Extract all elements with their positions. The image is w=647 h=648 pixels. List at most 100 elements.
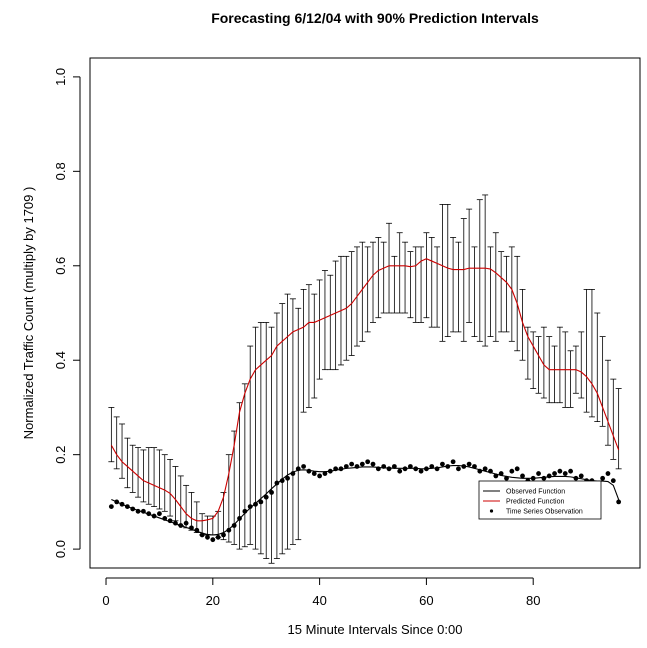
observation-point <box>477 468 483 474</box>
interval-bar <box>386 222 393 314</box>
interval-bar <box>220 492 227 541</box>
interval-bar <box>375 237 382 319</box>
interval-bar <box>364 246 371 333</box>
observation-point <box>354 464 360 469</box>
observation-point <box>413 466 419 472</box>
observation-point <box>173 520 178 526</box>
interval-bar <box>615 388 622 470</box>
interval-bar <box>268 326 275 564</box>
observation-point <box>237 516 242 521</box>
legend-entry: Observed Function <box>483 489 565 496</box>
observation-point <box>322 471 328 476</box>
x-tick-label: 0 <box>102 593 109 608</box>
observation-point <box>562 471 568 476</box>
observation-point <box>119 501 125 507</box>
interval-bar <box>279 303 286 555</box>
observation-point <box>493 473 499 479</box>
x-tick-label: 20 <box>206 593 220 608</box>
observation-point <box>514 466 520 472</box>
observation-point <box>135 508 141 514</box>
interval-bar <box>498 251 505 333</box>
observation-point <box>600 475 606 481</box>
observation-point <box>573 475 579 481</box>
interval-bar <box>492 232 499 342</box>
observation-point <box>231 523 237 528</box>
interval-bar <box>583 288 590 413</box>
observation-point <box>359 461 365 467</box>
observation-point <box>189 525 194 531</box>
observation-point <box>450 459 456 465</box>
interval-bar <box>161 454 168 512</box>
interval-bar <box>300 288 307 413</box>
interval-bar <box>188 492 195 531</box>
interval-bar <box>444 203 451 338</box>
observation-point <box>162 516 168 521</box>
observation-point <box>253 501 258 507</box>
interval-bar <box>556 326 563 404</box>
observation-point <box>381 464 387 469</box>
interval-bar <box>316 279 323 380</box>
observation-point <box>108 504 114 510</box>
observation-point <box>124 504 130 510</box>
observation-point <box>605 471 611 476</box>
observation-point <box>242 508 248 514</box>
observation-point <box>226 527 232 533</box>
observation-point <box>157 511 162 517</box>
interval-bar <box>284 293 291 550</box>
interval-bar <box>391 255 398 314</box>
observation-point <box>578 473 584 479</box>
x-tick-label: 60 <box>419 593 433 608</box>
x-axis-label: 15 Minute Intervals Since 0:00 <box>288 622 463 637</box>
observation-point <box>407 464 413 469</box>
interval-bar <box>535 336 542 394</box>
interval-bar <box>156 449 163 510</box>
prediction-intervals <box>108 194 622 564</box>
interval-bar <box>455 241 462 333</box>
legend-box <box>478 480 602 520</box>
interval-bar <box>540 326 547 399</box>
interval-bar <box>476 199 483 342</box>
observation-point <box>391 464 397 469</box>
interval-bar <box>460 218 467 342</box>
plot-frame <box>89 57 641 569</box>
observation-point <box>205 534 210 540</box>
observation-point <box>434 466 440 472</box>
interval-bar <box>412 246 419 323</box>
observation-point <box>456 466 461 472</box>
observation-point <box>333 466 339 472</box>
interval-bar <box>407 251 414 319</box>
legend-label: Time Series Observation <box>506 509 583 516</box>
interval-bar <box>439 203 446 342</box>
legend-label: Predicted Function <box>506 499 564 506</box>
interval-bar <box>305 284 312 408</box>
observation-point <box>194 527 200 533</box>
observation-point <box>247 504 253 510</box>
observation-point <box>536 471 541 476</box>
x-tick-label: 40 <box>312 593 326 608</box>
interval-bar <box>428 237 435 328</box>
interval-bar <box>327 274 334 371</box>
observation-point <box>338 466 344 472</box>
interval-bar <box>482 194 489 347</box>
observation-point <box>311 471 317 476</box>
observation-point <box>301 464 306 469</box>
observation-point <box>140 508 146 514</box>
interval-bar <box>241 383 248 548</box>
observation-point <box>445 464 451 469</box>
interval-bar <box>295 307 302 541</box>
interval-bar <box>524 326 531 380</box>
observation-point <box>530 475 536 481</box>
observation-point <box>306 468 312 474</box>
interval-bar <box>588 288 595 418</box>
interval-bar <box>145 447 152 505</box>
interval-bar <box>551 345 558 404</box>
interval-bar <box>402 241 409 314</box>
interval-bar <box>129 444 136 493</box>
observation-point <box>418 468 424 474</box>
observation-point <box>424 466 429 472</box>
legend-label: Observed Function <box>506 489 565 496</box>
observation-point <box>151 513 157 519</box>
y-axis: 0.0 0.2 0.4 0.6 0.8 1.0 <box>53 68 81 558</box>
interval-bar <box>135 447 142 498</box>
